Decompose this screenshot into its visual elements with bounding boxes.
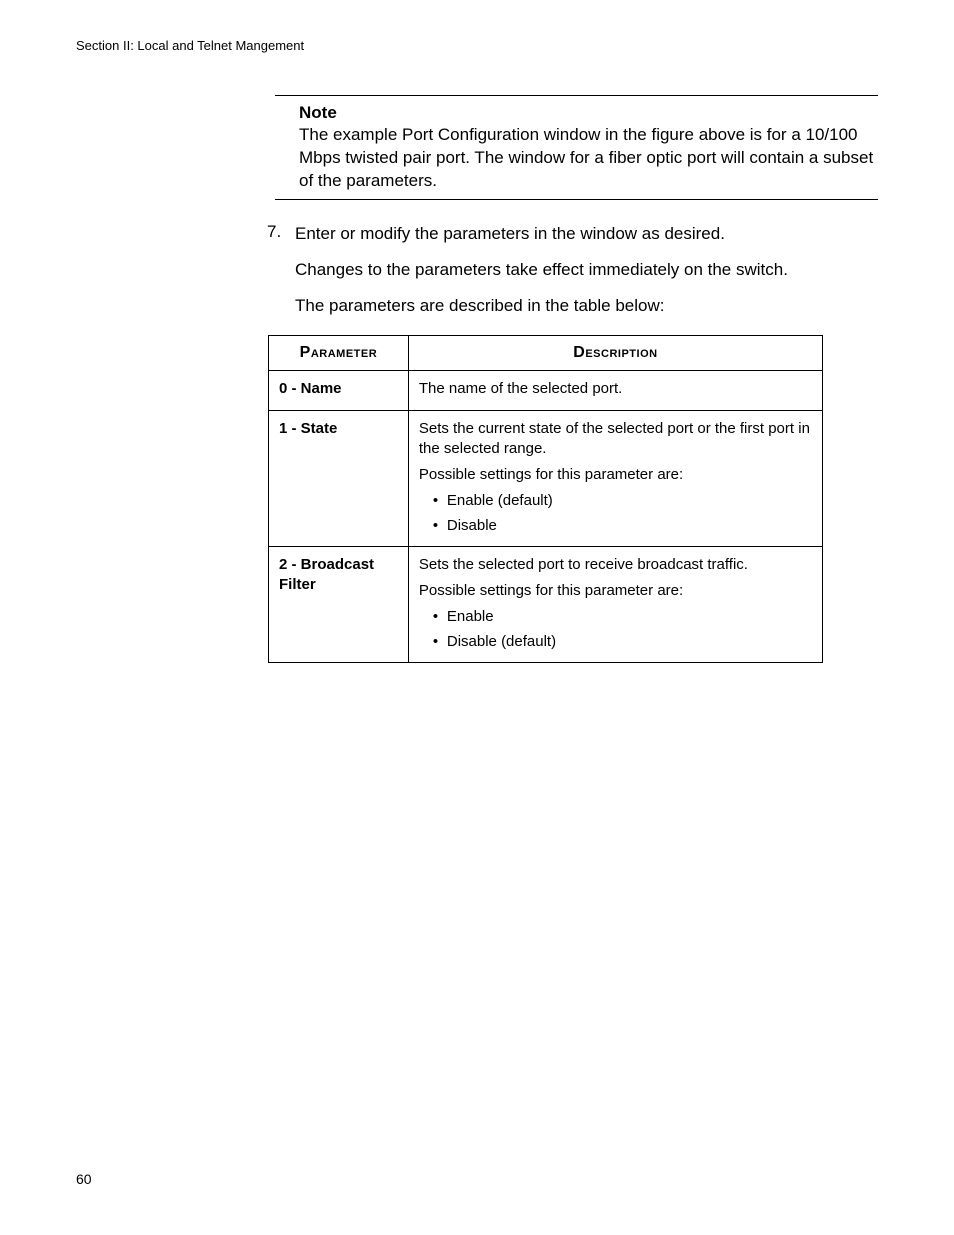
- description-cell: The name of the selected port.: [408, 371, 822, 410]
- description-text: Possible settings for this parameter are…: [419, 465, 812, 485]
- table-row: 2 - Broadcast Filter Sets the selected po…: [269, 546, 823, 662]
- note-box: Note The example Port Configuration wind…: [275, 95, 878, 200]
- description-text: Possible settings for this parameter are…: [419, 581, 812, 601]
- parameter-cell: 0 - Name: [269, 371, 409, 410]
- bullet-list: Enable (default) Disable: [419, 491, 812, 536]
- step-para-2: The parameters are described in the tabl…: [295, 294, 878, 318]
- table-row: 0 - Name The name of the selected port.: [269, 371, 823, 410]
- bullet-item: Disable (default): [433, 632, 812, 652]
- description-cell: Sets the selected port to receive broadc…: [408, 546, 822, 662]
- bullet-item: Disable: [433, 516, 812, 536]
- table-header-row: Parameter Description: [269, 336, 823, 371]
- step-para-1: Changes to the parameters take effect im…: [295, 258, 878, 282]
- step-text: Enter or modify the parameters in the wi…: [295, 222, 725, 246]
- description-text: The name of the selected port.: [419, 379, 812, 399]
- step-number: 7.: [267, 222, 295, 246]
- section-header: Section II: Local and Telnet Mangement: [76, 38, 878, 53]
- bullet-item: Enable: [433, 607, 812, 627]
- page-container: Section II: Local and Telnet Mangement N…: [0, 0, 954, 1235]
- column-header-parameter: Parameter: [269, 336, 409, 371]
- description-text: Sets the selected port to receive broadc…: [419, 555, 812, 575]
- parameter-table: Parameter Description 0 - Name The name o…: [268, 335, 823, 663]
- main-content: Note The example Port Configuration wind…: [267, 95, 878, 663]
- bullet-list: Enable Disable (default): [419, 607, 812, 652]
- note-title: Note: [299, 102, 878, 124]
- description-cell: Sets the current state of the selected p…: [408, 410, 822, 546]
- page-number: 60: [76, 1171, 92, 1187]
- note-body: The example Port Configuration window in…: [299, 124, 878, 193]
- parameter-cell: 1 - State: [269, 410, 409, 546]
- parameter-cell: 2 - Broadcast Filter: [269, 546, 409, 662]
- column-header-description: Description: [408, 336, 822, 371]
- bullet-item: Enable (default): [433, 491, 812, 511]
- table-row: 1 - StateSets the current state of the s…: [269, 410, 823, 546]
- step-7: 7. Enter or modify the parameters in the…: [267, 222, 878, 246]
- table-body: 0 - Name The name of the selected port. 1 …: [269, 371, 823, 663]
- description-text: Sets the current state of the selected p…: [419, 419, 812, 460]
